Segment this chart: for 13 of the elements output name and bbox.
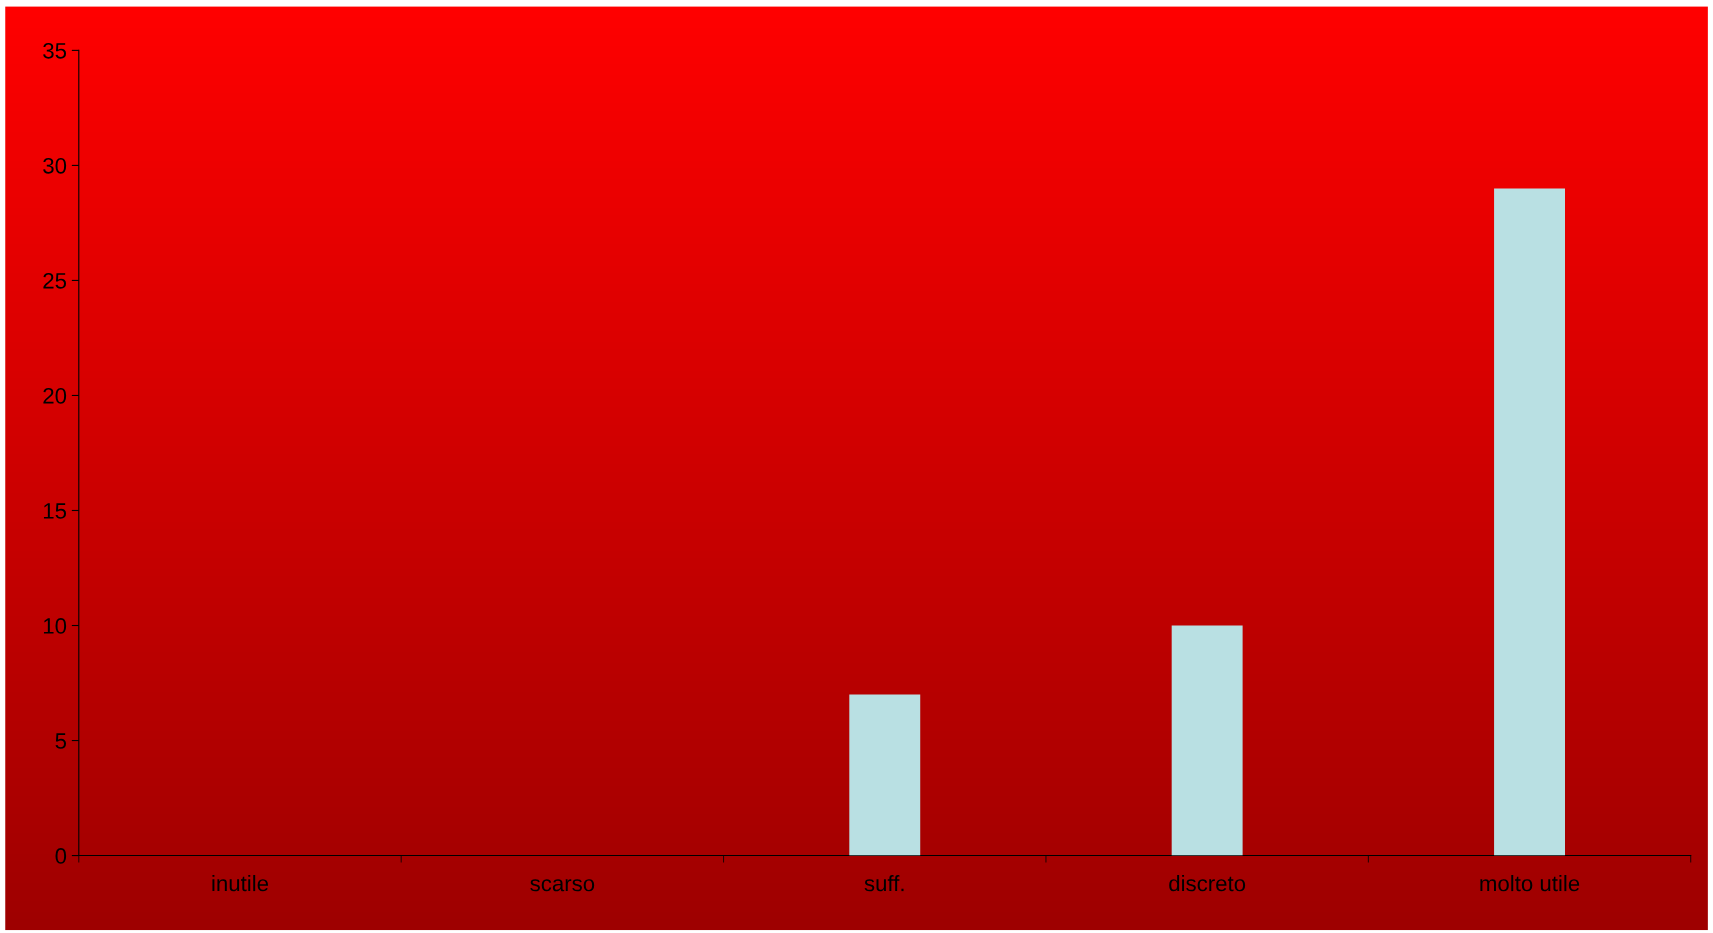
y-tick-label: 5	[55, 733, 67, 749]
x-tick-label: molto utile	[1480, 875, 1580, 892]
y-tick-label: 25	[43, 272, 67, 289]
x-tick-label: suff.	[864, 875, 904, 892]
x-tick-label: inutile	[212, 875, 269, 892]
x-tick-label: discreto	[1169, 875, 1246, 892]
y-tick-label: 35	[43, 42, 67, 59]
y-tick-label: 30	[43, 157, 67, 174]
y-tick-label: 20	[43, 387, 67, 404]
y-tick-label: 15	[43, 503, 67, 519]
y-tick-label: 0	[55, 848, 67, 864]
x-tick-label: scarso	[530, 879, 595, 892]
y-tick-label: 10	[43, 618, 67, 634]
